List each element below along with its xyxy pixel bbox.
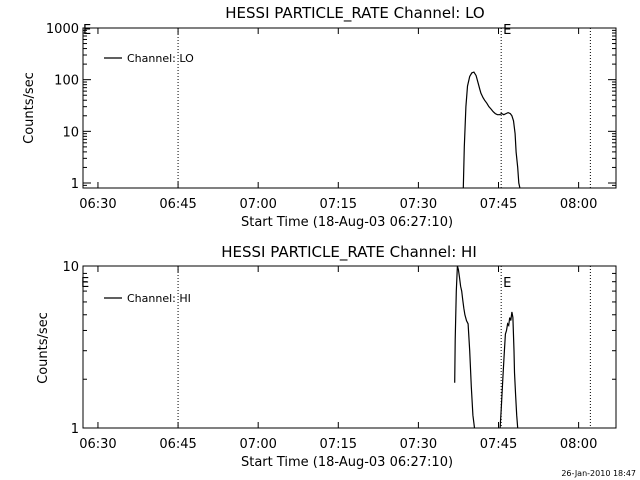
y-tick-label: 10	[62, 125, 79, 140]
chart-title: HESSI PARTICLE_RATE Channel: LO	[225, 4, 484, 23]
x-tick-label: 06:30	[79, 197, 116, 212]
y-tick-label: 10	[62, 260, 79, 275]
series-line	[499, 311, 519, 429]
x-tick-label: 06:30	[79, 437, 116, 452]
x-tick-label: 08:00	[560, 197, 597, 212]
y-tick-label: 1	[71, 422, 79, 437]
x-axis-label: Start Time (18-Aug-03 06:27:10)	[241, 455, 453, 470]
x-tick-label: 06:45	[159, 197, 196, 212]
x-tick-label: 07:45	[480, 437, 517, 452]
left-marker-label: E	[81, 276, 89, 291]
x-tick-label: 06:45	[159, 437, 196, 452]
x-tick-label: 07:30	[400, 437, 437, 452]
legend-entry: Channel: HI	[127, 292, 191, 305]
panel-hi: HESSI PARTICLE_RATE Channel: HI 06:30 06:…	[36, 243, 617, 470]
x-axis-label: Start Time (18-Aug-03 06:27:10)	[241, 215, 453, 230]
y-tick-label: 100	[54, 74, 79, 89]
y-tick-label: 1	[71, 177, 79, 192]
x-tick-label: 07:15	[320, 437, 357, 452]
series-line	[454, 265, 476, 429]
chart-title: HESSI PARTICLE_RATE Channel: HI	[221, 243, 477, 262]
marker-label: E	[503, 23, 511, 38]
legend-entry: Channel: LO	[127, 52, 194, 65]
x-tick-label: 07:30	[400, 197, 437, 212]
y-tick-label: 1000	[46, 22, 79, 37]
x-tick-label: 07:15	[320, 197, 357, 212]
plot-frame	[82, 27, 617, 189]
panel-lo: HESSI PARTICLE_RATE Channel: LO 06:30 06:…	[22, 4, 617, 230]
x-tick-label: 07:00	[239, 437, 276, 452]
x-tick-label: 08:00	[560, 437, 597, 452]
y-axis-label: Counts/sec	[22, 72, 37, 144]
series-line	[462, 71, 521, 189]
x-tick-label: 07:45	[480, 197, 517, 212]
left-marker-label: E	[83, 23, 91, 38]
x-tick-label: 07:00	[239, 197, 276, 212]
plot-frame	[82, 265, 617, 429]
footer-timestamp: 26-Jan-2010 18:47	[561, 469, 636, 478]
y-axis-label: Counts/sec	[36, 312, 51, 384]
marker-label: E	[503, 276, 511, 291]
